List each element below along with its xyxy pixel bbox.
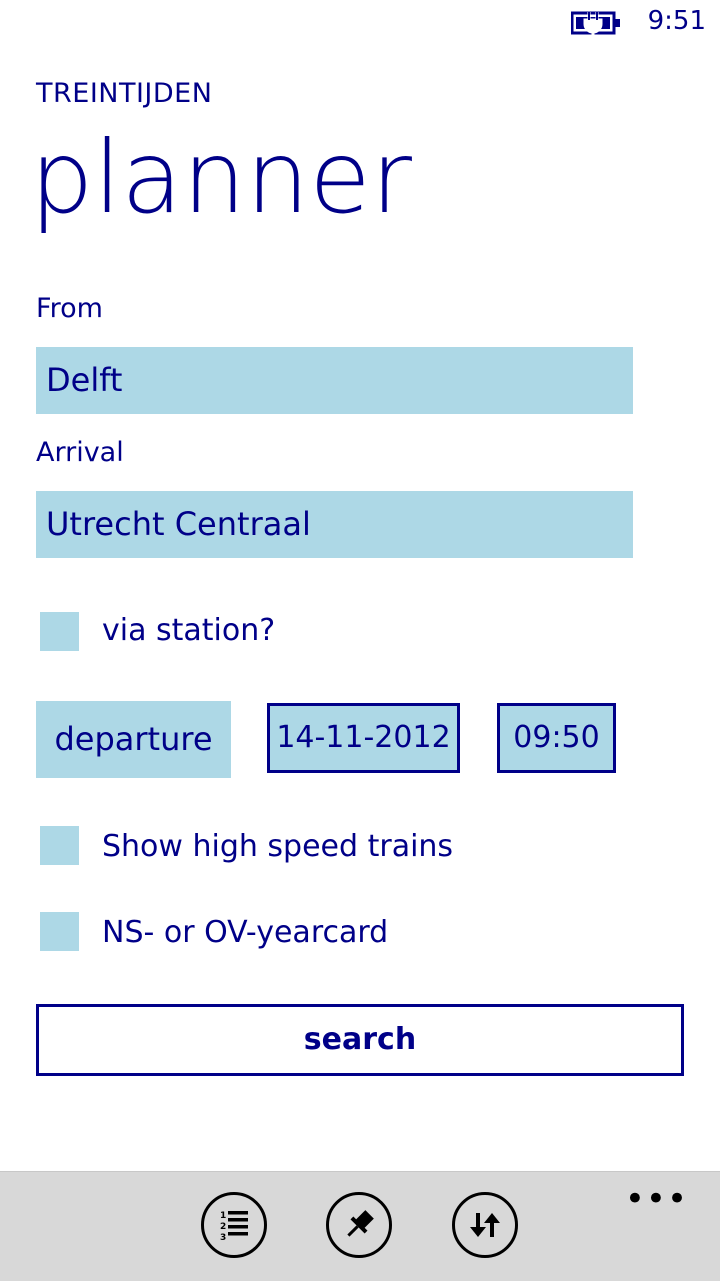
from-field[interactable] [36, 347, 633, 414]
svg-text:1: 1 [220, 1211, 226, 1221]
via-station-label: via station? [102, 613, 276, 648]
high-speed-checkbox[interactable] [40, 826, 79, 865]
app-bar: 1 2 3 ••• [0, 1171, 720, 1281]
list-icon[interactable]: 1 2 3 [201, 1192, 267, 1258]
swap-icon[interactable] [452, 1192, 518, 1258]
search-button[interactable]: search [36, 1004, 684, 1076]
via-station-checkbox[interactable] [40, 612, 79, 651]
pin-icon[interactable] [326, 1192, 392, 1258]
yearcard-label: NS- or OV-yearcard [102, 915, 389, 950]
svg-text:3: 3 [220, 1233, 226, 1243]
yearcard-checkbox[interactable] [40, 912, 79, 951]
high-speed-label: Show high speed trains [102, 829, 454, 864]
clock: 9:51 [647, 6, 706, 36]
departure-arrival-toggle-button[interactable]: departure [36, 701, 231, 778]
arrival-label: Arrival [36, 437, 124, 468]
battery-charging-icon [570, 10, 621, 36]
app-name: TREINTIJDEN [36, 78, 213, 109]
time-picker[interactable]: 09:50 [497, 703, 616, 773]
from-label: From [36, 293, 103, 324]
status-bar: 9:51 [0, 0, 720, 46]
svg-text:2: 2 [220, 1222, 226, 1232]
page-title: planner [30, 119, 412, 236]
arrival-field[interactable] [36, 491, 633, 558]
date-picker[interactable]: 14-11-2012 [267, 703, 460, 773]
more-options-icon[interactable]: ••• [624, 1179, 688, 1219]
